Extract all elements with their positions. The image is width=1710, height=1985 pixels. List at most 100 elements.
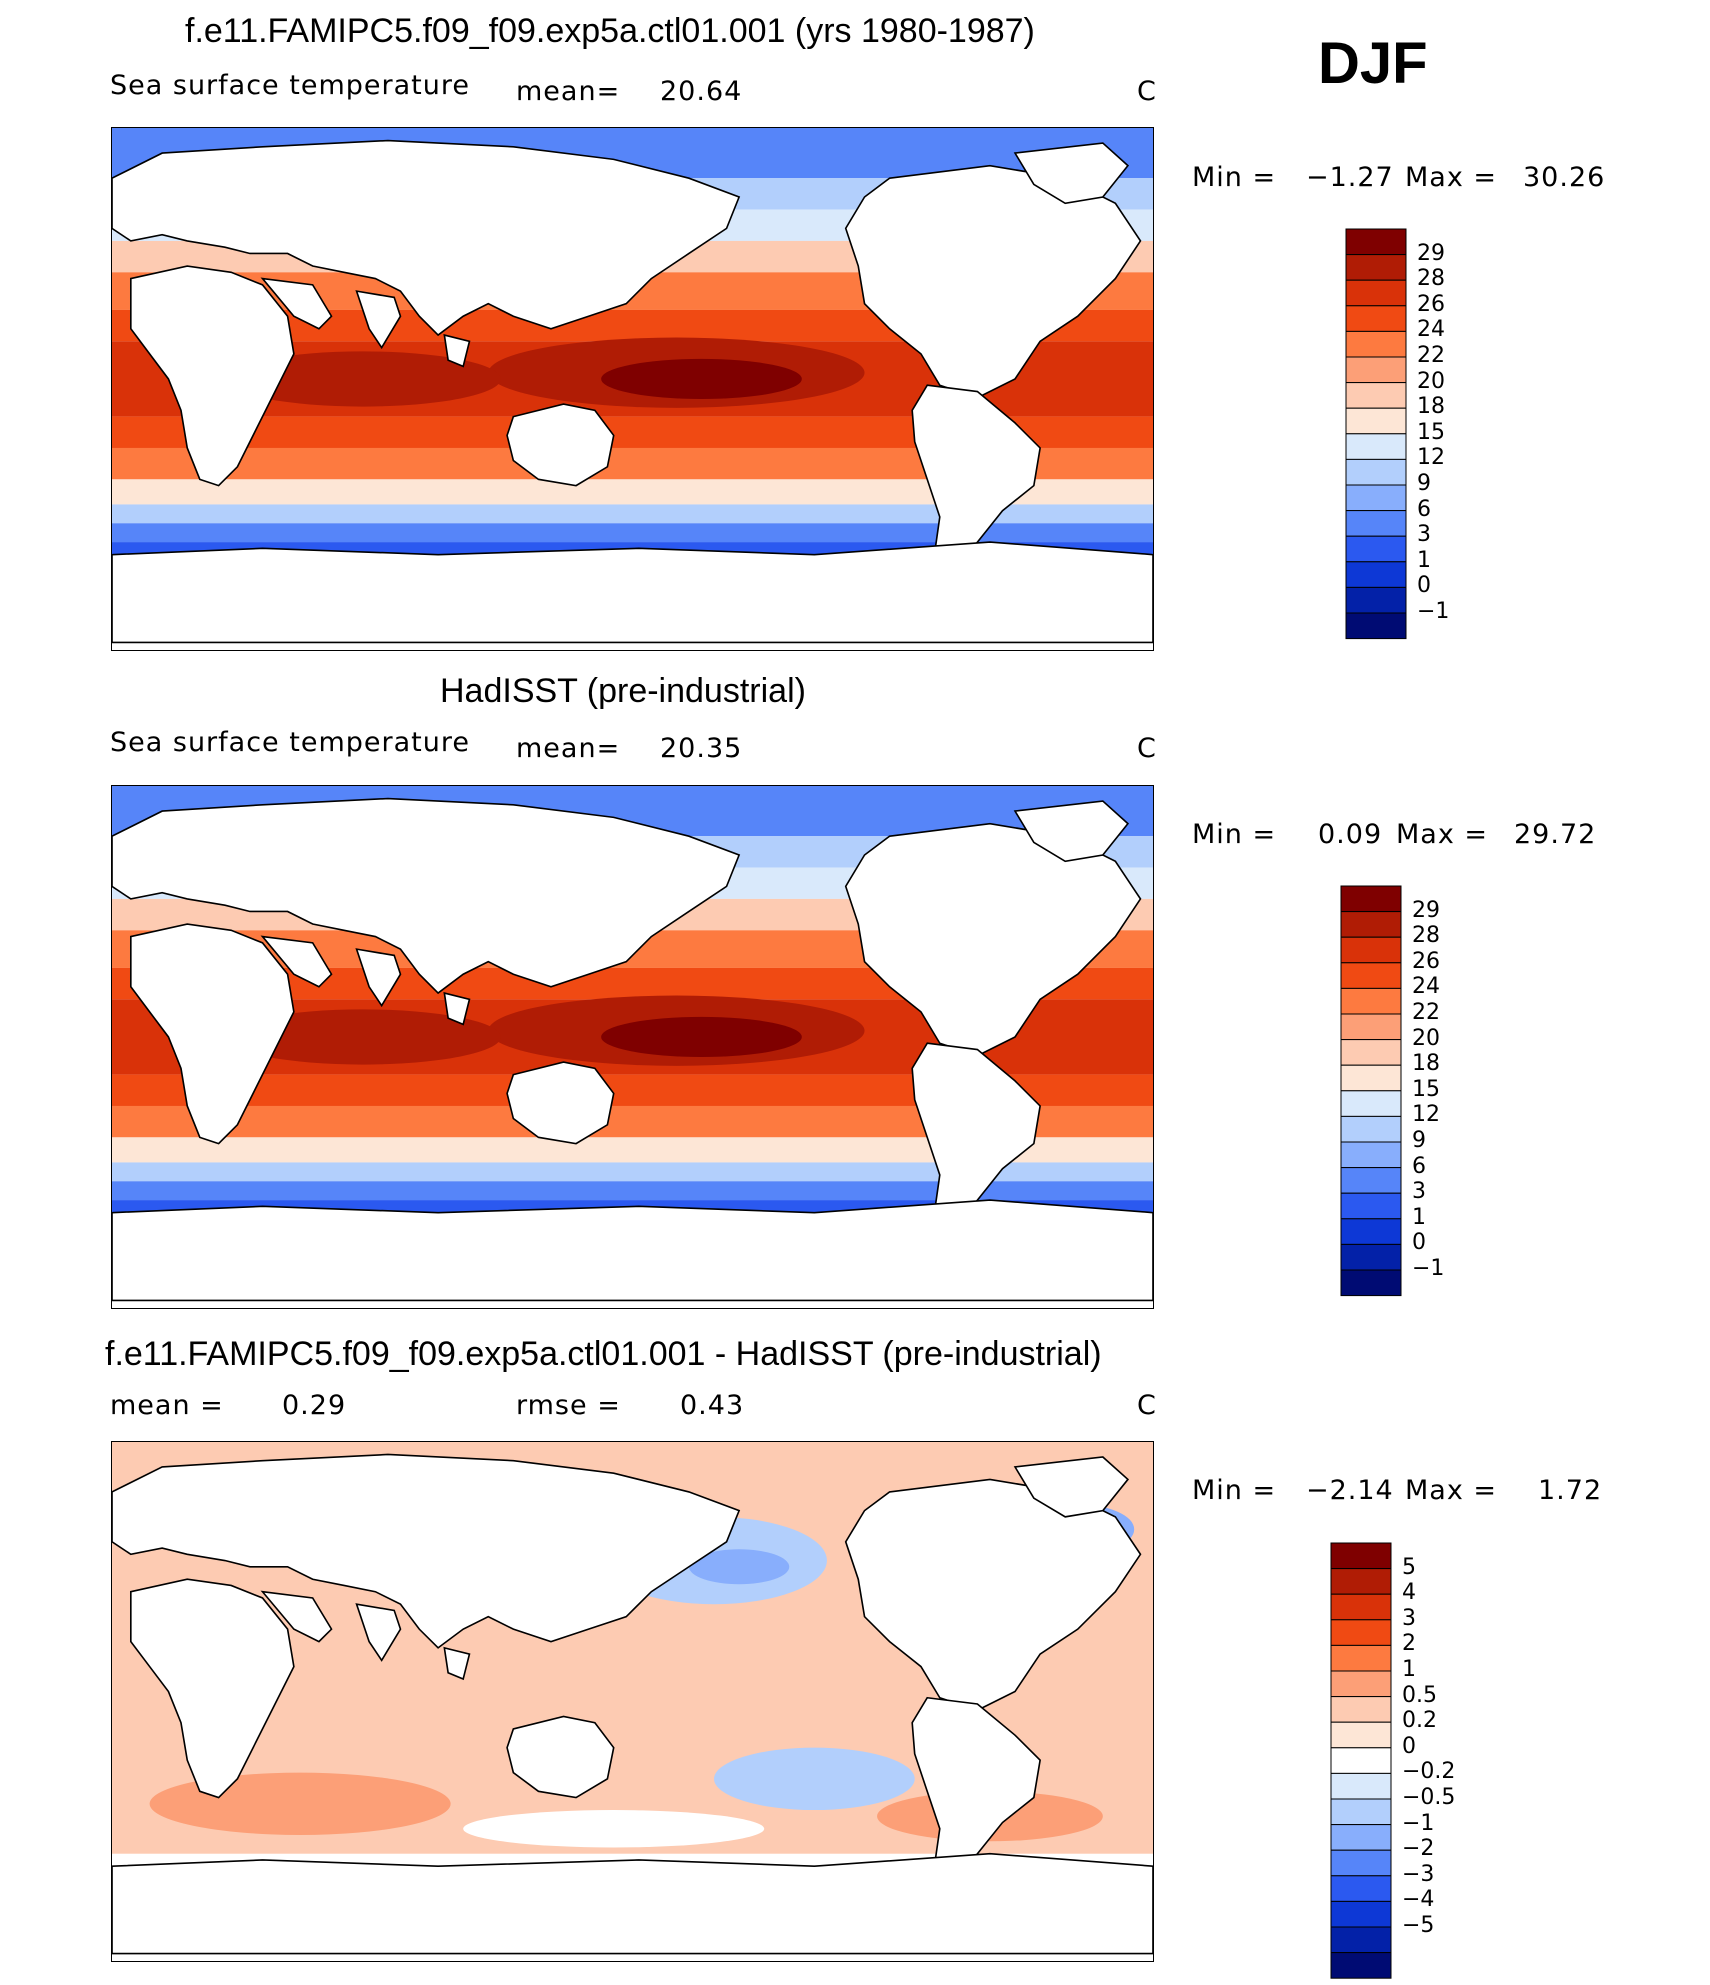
colorbar-tick-label: 29 [1412,897,1440,923]
panel-1-title: f.e11.FAMIPC5.f09_f09.exp5a.ctl01.001 (y… [185,12,1035,50]
colorbar-cell [1340,936,1402,964]
colorbar-tick-label: 1 [1417,547,1431,573]
colorbar-cell [1340,1218,1402,1245]
diff-north-pacific-core [688,1549,790,1585]
panel-1-min-label: Min = [1192,162,1277,193]
colorbar-tick-label: −0.5 [1402,1785,1456,1810]
colorbar-tick-label: 15 [1417,419,1445,445]
colorbar-cell [1345,382,1407,409]
colorbar-cell [1340,1039,1402,1066]
colorbar-cell [1340,885,1402,913]
colorbar-cell [1345,228,1407,256]
colorbar-tick-label: 3 [1412,1179,1426,1205]
colorbar-cell [1330,1952,1392,1979]
panel-2-map [111,785,1154,1309]
colorbar-tick-label: 24 [1417,317,1445,343]
colorbar-cell [1340,1192,1402,1220]
indian-ocean-warm [224,351,501,407]
colorbar-tick-label: −3 [1402,1861,1435,1887]
colorbar-tick-label: 28 [1417,266,1445,292]
colorbar-cell [1330,1542,1392,1570]
colorbar-tick-label: 26 [1412,948,1440,974]
colorbar-cell [1340,1167,1402,1194]
panel-1-colorbar: 29 28 26 24 22 20 18 15 12 9 6 3 1 0 −1 [1345,228,1449,645]
colorbar-tick-label: 2 [1402,1631,1416,1657]
colorbar-cell [1330,1568,1392,1595]
colorbar-tick-label: 26 [1417,291,1445,317]
colorbar-tick-label: 22 [1412,1000,1440,1025]
diff-southern-ocean [463,1810,765,1848]
warm-pool-core [601,358,802,400]
colorbar-tick-label: 28 [1412,923,1440,949]
colorbar-tick-label: 9 [1417,471,1431,496]
colorbar-cell [1340,962,1402,989]
colorbar-tick-label: −1 [1417,599,1450,624]
colorbar-cell [1330,1824,1392,1851]
colorbar-cell [1345,612,1407,640]
colorbar-tick-label: 18 [1412,1051,1440,1077]
panel-3-min-label: Min = [1192,1475,1277,1506]
panel-3-max-label: Max = [1405,1475,1498,1506]
colorbar-tick-label: 15 [1412,1076,1440,1102]
colorbar-cell [1330,1721,1392,1749]
panel-3-max-value: 1.72 [1538,1475,1603,1506]
panel-3-units: C [1137,1390,1157,1421]
panel-1-map-svg [112,128,1153,650]
colorbar-cell [1330,1798,1392,1826]
colorbar-cell [1330,1747,1392,1774]
colorbar-tick-label: −1 [1412,1256,1445,1281]
panel-3-title: f.e11.FAMIPC5.f09_f09.exp5a.ctl01.001 - … [105,1335,1102,1373]
colorbar-cell [1330,1644,1392,1672]
colorbar-tick-label: −0.2 [1402,1759,1456,1785]
colorbar-tick-label: 12 [1412,1102,1440,1128]
colorbar-tick-label: 20 [1417,368,1445,394]
colorbar-tick-label: −1 [1402,1810,1435,1836]
panel-1-variable-label: Sea surface temperature [110,70,470,101]
diff-southern-indian [149,1772,451,1835]
colorbar-tick-label: 0 [1412,1230,1426,1256]
colorbar-cell [1340,1243,1402,1271]
panel-1-min-value: −1.27 [1306,162,1394,193]
colorbar-tick-label: 12 [1417,445,1445,471]
panel-3-rmse-label: rmse = [516,1390,621,1421]
colorbar-tick-label: 1 [1402,1657,1416,1682]
colorbar-cell [1330,1772,1392,1800]
colorbar-tick-label: −2 [1402,1836,1435,1862]
indian-ocean-warm [224,1009,501,1065]
panel-3-map-svg [112,1442,1153,1961]
panel-1-mean-value: 20.64 [660,76,743,107]
panel-2-max-label: Max = [1396,819,1489,850]
colorbar-cell [1330,1926,1392,1954]
colorbar-tick-label: 29 [1417,240,1445,266]
colorbar-cell [1340,1269,1402,1297]
colorbar-tick-label: 3 [1417,522,1431,548]
panel-3-rmse-value: 0.43 [680,1390,745,1421]
colorbar-cell [1345,484,1407,512]
colorbar-cell [1330,1593,1392,1621]
colorbar-tick-label: 0.5 [1402,1682,1437,1708]
colorbar-cell [1345,561,1407,588]
colorbar-cell [1340,987,1402,1015]
colorbar-tick-label: 0 [1417,573,1431,599]
colorbar-tick-label: 5 [1402,1554,1416,1580]
colorbar-cell [1345,433,1407,460]
panel-1-units: C [1137,76,1157,107]
colorbar-cell [1345,254,1407,281]
panel-2-mean-label: mean= [516,733,621,764]
colorbar-cell [1340,1141,1402,1169]
colorbar-cell [1330,1670,1392,1698]
colorbar-cell [1345,535,1407,563]
colorbar-cell [1340,1064,1402,1092]
panel-1-max-value: 30.26 [1523,162,1606,193]
panel-1-map [111,127,1154,651]
panel-2-mean-value: 20.35 [660,733,743,764]
panel-3-min-value: −2.14 [1306,1475,1394,1506]
colorbar-svg [1330,1542,1392,1979]
panel-2-title: HadISST (pre-industrial) [440,672,806,710]
sst-band [112,1162,1153,1182]
colorbar-svg [1345,228,1407,640]
panel-3-mean-label: mean = [110,1390,224,1421]
colorbar-cell [1330,1619,1392,1646]
colorbar-tick-label: 18 [1417,394,1445,420]
panel-2-units: C [1137,733,1157,764]
